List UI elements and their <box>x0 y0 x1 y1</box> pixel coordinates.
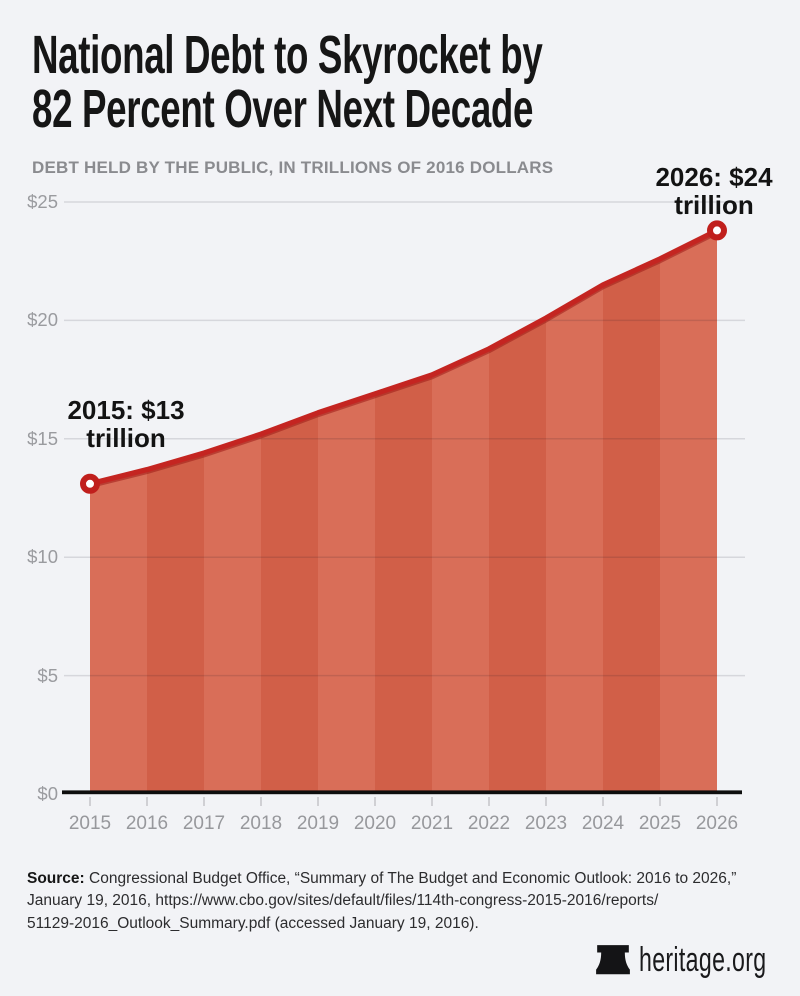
liberty-bell-icon <box>596 944 630 974</box>
source-text-line3: 51129-2016_Outlook_Summary.pdf (accessed… <box>27 914 479 932</box>
x-axis-label-2025: 2025 <box>638 813 682 834</box>
x-axis-label-2018: 2018 <box>239 813 283 834</box>
area-band-2015 <box>90 469 147 791</box>
x-axis-label-2015: 2015 <box>68 813 112 834</box>
x-axis-label-2016: 2016 <box>125 813 169 834</box>
annotation-2015-value: 2015: $13 <box>67 395 185 425</box>
page-title: National Debt to Skyrocket by 82 Percent… <box>32 25 543 139</box>
chart-subtitle: DEBT HELD BY THE PUBLIC, IN TRILLIONS OF… <box>32 158 554 177</box>
annotation-2015: 2015: $13 trillion <box>36 396 216 452</box>
area-band-2022 <box>489 318 546 791</box>
y-axis-label-15: $15 <box>27 427 58 449</box>
heritage-logo[interactable]: heritage.org <box>594 941 800 980</box>
x-axis-label-2024: 2024 <box>581 813 625 834</box>
area-band-2018 <box>261 412 318 791</box>
annotation-2026: 2026: $24 trillion <box>624 163 800 219</box>
x-axis-label-2017: 2017 <box>182 813 226 834</box>
source-note: Source: Congressional Budget Office, “Su… <box>27 868 751 936</box>
x-axis-label-2022: 2022 <box>467 813 511 834</box>
area-band-2025 <box>660 230 717 791</box>
y-axis-label-0: $0 <box>37 783 58 804</box>
area-band-2020 <box>375 374 432 791</box>
annotation-2026-value: 2026: $24 <box>655 162 773 192</box>
x-axis-label-2020: 2020 <box>353 813 397 834</box>
debt-line <box>87 227 720 487</box>
site-name: heritage.org <box>639 941 767 979</box>
y-axis-label-25: $25 <box>27 191 58 212</box>
area-band-2017 <box>204 434 261 791</box>
x-axis-label-2019: 2019 <box>296 813 340 834</box>
area-band-2021 <box>432 348 489 791</box>
source-text-line1: Congressional Budget Office, “Summary of… <box>89 869 737 887</box>
area-band-2016 <box>147 453 204 791</box>
title-line-2: 82 Percent Over Next Decade <box>32 79 534 139</box>
x-axis-label-2021: 2021 <box>410 813 454 834</box>
y-axis-label-5: $5 <box>37 664 58 686</box>
y-axis-label-10: $10 <box>27 546 58 568</box>
data-point-2015 <box>80 473 100 494</box>
x-axis-label-2023: 2023 <box>524 813 568 834</box>
source-label: Source: <box>27 869 85 887</box>
x-axis-label-2026: 2026 <box>695 813 739 834</box>
data-point-2026 <box>707 220 727 241</box>
annotation-2026-unit: trillion <box>674 190 754 220</box>
title-line-1: National Debt to Skyrocket by <box>32 25 543 85</box>
area-band-2023 <box>546 284 603 791</box>
y-axis-label-20: $20 <box>27 309 58 331</box>
area-band-2024 <box>603 258 660 791</box>
source-text-line2: January 19, 2016, https://www.cbo.gov/si… <box>27 892 659 909</box>
annotation-2015-unit: trillion <box>86 423 166 453</box>
area-band-2019 <box>318 393 375 791</box>
x-axis-line <box>62 790 742 795</box>
